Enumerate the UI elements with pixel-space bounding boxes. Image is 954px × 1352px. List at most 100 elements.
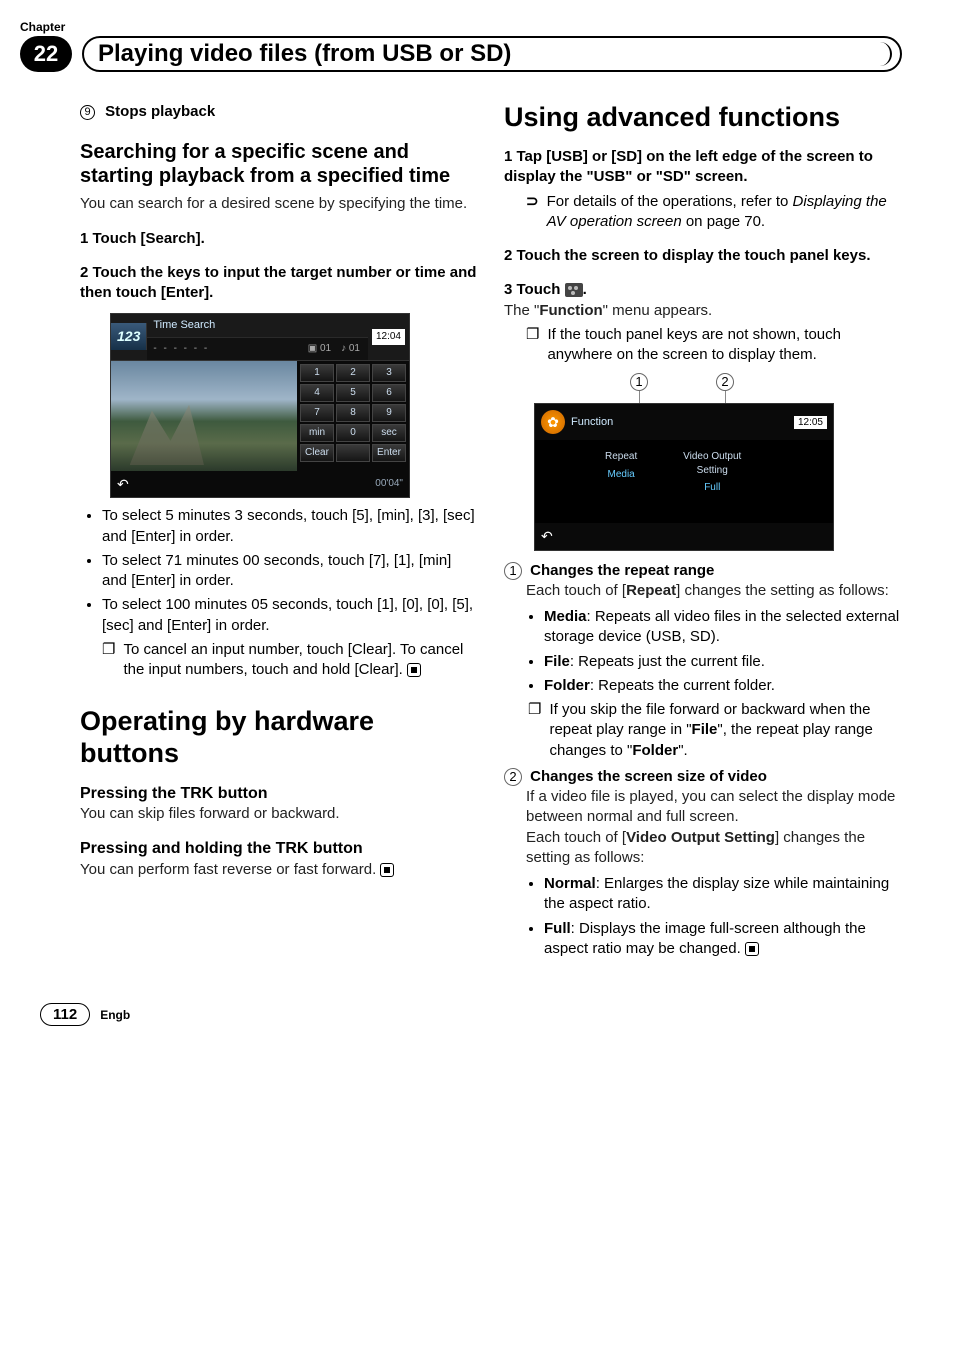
key-enter[interactable]: Enter <box>372 444 406 462</box>
fn-repeat[interactable]: Repeat Media <box>605 450 637 495</box>
end-mark-icon-3 <box>745 942 759 956</box>
circled-number-9: 9 <box>80 105 95 120</box>
step3-post: . <box>583 281 587 298</box>
key-7[interactable]: 7 <box>300 404 334 422</box>
adv-step-3: 3 Touch . <box>504 280 904 300</box>
item-1-head: 1 Changes the repeat range <box>504 561 904 581</box>
i1-b1-bold: Media <box>544 608 587 625</box>
item-1-title: Changes the repeat range <box>530 562 714 579</box>
item-2-num: 2 <box>504 768 522 786</box>
function-key-icon <box>565 283 583 297</box>
page-number: 112 <box>40 1003 90 1026</box>
callout-9: 9 Stops playback <box>80 102 480 122</box>
fn-body: Repeat Media Video Output Setting Full <box>535 440 833 523</box>
trk-press-body: You can skip files forward or backward. <box>80 804 480 824</box>
fn-repeat-label: Repeat <box>605 450 637 464</box>
panel-note-text: If the touch panel keys are not shown, t… <box>547 325 904 366</box>
fn-clock: 12:05 <box>794 416 827 430</box>
folder-icon: ▣ 01 <box>308 342 331 356</box>
i2-b2: Full: Displays the image full-screen alt… <box>544 919 904 960</box>
ref-lead: For details of the operations, refer to <box>547 193 793 210</box>
callout-2: 2 <box>716 373 734 405</box>
callout-9-text: Stops playback <box>105 103 215 120</box>
i1-b1-text: : Repeats all video files in the selecte… <box>544 608 899 645</box>
page-header: Chapter 22 Playing video files (from USB… <box>0 0 954 72</box>
i1-note-b1: File <box>692 721 718 738</box>
callout-2-num: 2 <box>716 373 734 391</box>
ts-body: 1 2 3 4 5 6 7 8 9 min 0 sec Clear Enter <box>111 361 409 471</box>
i1-lead-post: ] changes the setting as follows: <box>676 582 889 599</box>
item-2: 2 Changes the screen size of video If a … <box>504 767 904 959</box>
i2-lead-pre: Each touch of [ <box>526 829 626 846</box>
ts-row2: - - - - - - ▣ 01 ♪ 01 <box>147 338 368 360</box>
clear-note-text: To cancel an input number, touch [Clear]… <box>123 640 480 681</box>
step-1-search: 1 Touch [Search]. <box>80 229 480 249</box>
ts-video-thumb <box>111 361 297 471</box>
end-mark-icon <box>407 663 421 677</box>
key-4[interactable]: 4 <box>300 384 334 402</box>
key-3[interactable]: 3 <box>372 364 406 382</box>
gear-icon: ✿ <box>541 410 565 434</box>
key-0[interactable]: 0 <box>336 424 370 442</box>
item-2-para: If a video file is played, you can selec… <box>526 787 904 828</box>
function-menu-line: The "Function" menu appears. <box>504 301 904 321</box>
item-2-bullets: Normal: Enlarges the display size while … <box>544 874 904 959</box>
item-1: 1 Changes the repeat range Each touch of… <box>504 561 904 761</box>
i2-lead-bold: Video Output Setting <box>626 829 775 846</box>
subhead-trk-press: Pressing the TRK button <box>80 783 480 805</box>
back-icon[interactable]: ↶ <box>117 475 129 494</box>
i1-lead-pre: Each touch of [ <box>526 582 626 599</box>
key-9[interactable]: 9 <box>372 404 406 422</box>
fn-video-output[interactable]: Video Output Setting Full <box>677 450 747 495</box>
item-1-lead: Each touch of [Repeat] changes the setti… <box>526 581 904 601</box>
example-2: To select 71 minutes 00 seconds, touch [… <box>102 551 480 592</box>
chapter-number-badge: 22 <box>20 36 72 72</box>
note-box-icon-3: ❐ <box>528 700 541 761</box>
i1-b3-bold: Folder <box>544 677 590 694</box>
page-footer: 112 Engb <box>40 1003 954 1026</box>
i1-note-text: If you skip the file forward or backward… <box>549 700 904 761</box>
ts-elapsed: 00'04" <box>375 477 403 491</box>
trk-hold-body: You can perform fast reverse or fast for… <box>80 860 480 880</box>
key-2[interactable]: 2 <box>336 364 370 382</box>
note-box-icon-2: ❐ <box>526 325 539 366</box>
menu-word: Function <box>539 302 602 319</box>
item-2-lead: Each touch of [Video Output Setting] cha… <box>526 828 904 869</box>
key-1[interactable]: 1 <box>300 364 334 382</box>
chapter-label: Chapter <box>20 20 954 34</box>
ts-badge: 123 <box>111 323 147 350</box>
fn-header: ✿ Function 12:05 <box>535 404 833 440</box>
adv-step-1: 1 Tap [USB] or [SD] on the left edge of … <box>504 147 904 188</box>
item-2-title: Changes the screen size of video <box>530 768 767 785</box>
fn-back-icon[interactable]: ↶ <box>541 528 553 544</box>
page-lang: Engb <box>100 1008 130 1022</box>
example-3-text: To select 100 minutes 05 seconds, touch … <box>102 596 473 633</box>
i1-b3: Folder: Repeats the current folder. <box>544 676 904 696</box>
right-column: Using advanced functions 1 Tap [USB] or … <box>504 102 904 963</box>
ts-meta2: 01 <box>349 343 360 354</box>
step-2-enter: 2 Touch the keys to input the target num… <box>80 263 480 304</box>
key-5[interactable]: 5 <box>336 384 370 402</box>
fn-vout-value: Full <box>704 481 720 495</box>
ref-tail: on page 70. <box>682 213 765 230</box>
example-2-text: To select 71 minutes 00 seconds, touch [… <box>102 552 451 589</box>
heading-hardware: Operating by hardware buttons <box>80 706 480 768</box>
key-sec[interactable]: sec <box>372 424 406 442</box>
key-clear[interactable]: Clear <box>300 444 334 462</box>
fn-footer: ↶ <box>535 523 833 550</box>
time-examples: To select 5 minutes 3 seconds, touch [5]… <box>102 506 480 636</box>
content-columns: 9 Stops playback Searching for a specifi… <box>0 72 954 963</box>
i1-b2-text: : Repeats just the current file. <box>570 653 765 670</box>
note-box-icon: ❐ <box>102 640 115 681</box>
i1-note-b2: Folder <box>632 742 678 759</box>
key-8[interactable]: 8 <box>336 404 370 422</box>
note-icon: ♪ 01 <box>341 342 360 356</box>
key-6[interactable]: 6 <box>372 384 406 402</box>
subhead-trk-hold: Pressing and holding the TRK button <box>80 838 480 860</box>
adv-ref-text: For details of the operations, refer to … <box>547 192 904 233</box>
chapter-title-box: Playing video files (from USB or SD) <box>82 36 902 72</box>
ts-meta1: 01 <box>320 343 331 354</box>
item-1-num: 1 <box>504 562 522 580</box>
fn-callout-row: 1 2 <box>534 373 834 395</box>
key-min[interactable]: min <box>300 424 334 442</box>
